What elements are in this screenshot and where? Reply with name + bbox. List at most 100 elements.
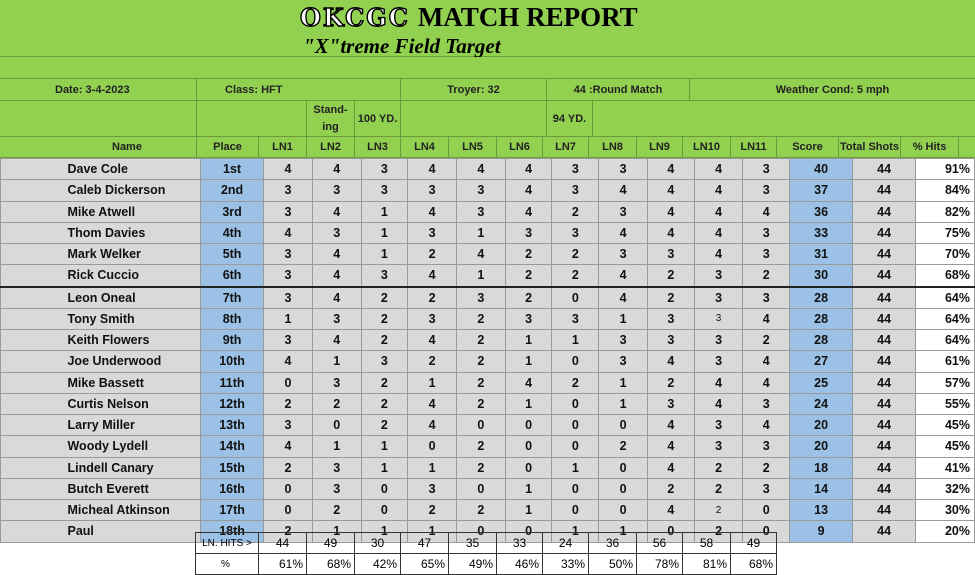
ln5-cell: 2 bbox=[456, 498, 506, 522]
row-gutter bbox=[0, 328, 65, 352]
ln6-cell: 4 bbox=[504, 179, 553, 202]
ln5-cell: 1 bbox=[456, 221, 506, 245]
ln4-cell: 4 bbox=[407, 328, 458, 352]
title-banner: OKCGC MATCH REPORT "X"treme Field Target bbox=[0, 0, 975, 58]
ln2-cell: 4 bbox=[311, 328, 362, 352]
total-shots-cell: 44 bbox=[852, 221, 917, 245]
total-shots-cell: 44 bbox=[852, 328, 917, 352]
ln9-pct: 78% bbox=[636, 553, 683, 575]
ln8-cell: 4 bbox=[598, 285, 648, 309]
place-cell: 3rd bbox=[200, 200, 265, 223]
ln3-pct: 42% bbox=[354, 553, 401, 575]
ln9-cell: 3 bbox=[646, 392, 695, 416]
ln11-cell: 2 bbox=[742, 328, 791, 352]
table-row: Thom Davies 4th 4 3 1 3 1 3 3 4 4 4 3 33 44 75% bbox=[0, 221, 975, 245]
ln10-cell: 3 bbox=[693, 285, 744, 309]
ln1-cell: 3 bbox=[263, 413, 313, 437]
ln2-cell: 0 bbox=[311, 413, 362, 437]
ln8-cell: 3 bbox=[598, 157, 648, 181]
ln2-cell: 4 bbox=[311, 264, 362, 287]
ln6-cell: 3 bbox=[504, 307, 553, 331]
ln8-cell: 2 bbox=[598, 435, 648, 458]
ln5-cell: 2 bbox=[456, 328, 506, 352]
ln10-cell: 4 bbox=[693, 200, 744, 223]
ln11-pct: 68% bbox=[730, 553, 777, 575]
ln6-pct: 46% bbox=[496, 553, 543, 575]
ln4-cell: 3 bbox=[407, 477, 458, 501]
ln2-cell: 4 bbox=[311, 242, 362, 266]
ln9-cell: 2 bbox=[646, 264, 695, 287]
ln9-cell: 3 bbox=[646, 328, 695, 352]
col-header-ln8: LN8 bbox=[589, 137, 637, 157]
hit-pct-cell: 64% bbox=[915, 285, 975, 309]
ln1-cell: 3 bbox=[263, 264, 313, 287]
total-shots-cell: 44 bbox=[852, 285, 917, 309]
ln5-cell: 3 bbox=[456, 179, 506, 202]
ln3-cell: 1 bbox=[360, 456, 409, 479]
ln3-cell: 3 bbox=[360, 264, 409, 287]
hit-pct-cell: 45% bbox=[915, 435, 975, 458]
row-gutter bbox=[0, 435, 65, 458]
ln10-cell: 2 bbox=[693, 498, 744, 522]
row-gutter bbox=[0, 285, 65, 309]
sub-blank-name bbox=[0, 101, 197, 136]
ln2-cell: 2 bbox=[311, 392, 362, 416]
ln9-cell: 2 bbox=[646, 285, 695, 309]
ln2-cell: 1 bbox=[311, 435, 362, 458]
row-gutter bbox=[0, 350, 65, 373]
ln6-cell: 4 bbox=[504, 200, 553, 223]
ln3-cell: 2 bbox=[360, 285, 409, 309]
score-cell: 40 bbox=[789, 157, 854, 181]
column-header-row: Name Place LN1 LN2 LN3 LN4 LN5 LN6 LN7 LN8 LN9 LN10… bbox=[0, 137, 975, 158]
ln2-cell: 4 bbox=[311, 285, 362, 309]
ln5-pct: 49% bbox=[448, 553, 497, 575]
ln9-cell: 3 bbox=[646, 242, 695, 266]
ln8-pct: 50% bbox=[588, 553, 637, 575]
ln3-cell: 2 bbox=[360, 413, 409, 437]
ln5-cell: 4 bbox=[456, 157, 506, 181]
score-cell: 33 bbox=[789, 221, 854, 245]
ln7-cell: 3 bbox=[551, 179, 600, 202]
ln8-cell: 4 bbox=[598, 179, 648, 202]
ln2-cell: 3 bbox=[311, 179, 362, 202]
ln1-cell: 2 bbox=[263, 392, 313, 416]
ln3-cell: 1 bbox=[360, 242, 409, 266]
ln9-cell: 4 bbox=[646, 435, 695, 458]
line-hits-row: LN. HITS > 44 49 30 47 35 33 24 36 56 58 49 bbox=[195, 532, 777, 554]
ln8-hits: 36 bbox=[588, 532, 637, 554]
row-gutter bbox=[0, 200, 65, 223]
ln9-cell: 4 bbox=[646, 200, 695, 223]
ln6-cell: 3 bbox=[504, 221, 553, 245]
ln10-cell: 4 bbox=[693, 371, 744, 394]
ln4-cell: 1 bbox=[407, 456, 458, 479]
row-gutter bbox=[0, 498, 65, 522]
class-cell: Class: HFT bbox=[197, 79, 401, 100]
ln7-pct: 33% bbox=[542, 553, 589, 575]
ln11-cell: 3 bbox=[742, 179, 791, 202]
total-shots-cell: 44 bbox=[852, 200, 917, 223]
col-header-name: Name bbox=[0, 137, 197, 157]
ln11-cell: 3 bbox=[742, 157, 791, 181]
ln10-cell: 4 bbox=[693, 242, 744, 266]
sub-blank-right bbox=[593, 101, 975, 136]
round-cell: 44 :Round Match bbox=[547, 79, 690, 100]
place-cell: 12th bbox=[200, 392, 265, 416]
ln9-cell: 4 bbox=[646, 221, 695, 245]
ln3-distance: 100 YD. bbox=[355, 101, 401, 136]
ln7-cell: 0 bbox=[551, 435, 600, 458]
row-gutter bbox=[0, 477, 65, 501]
place-cell: 9th bbox=[200, 328, 265, 352]
ln7-cell: 3 bbox=[551, 307, 600, 331]
total-shots-cell: 44 bbox=[852, 413, 917, 437]
ln5-hits: 35 bbox=[448, 532, 497, 554]
ln11-cell: 4 bbox=[742, 413, 791, 437]
hit-pct-cell: 70% bbox=[915, 242, 975, 266]
ln10-cell: 3 bbox=[693, 307, 744, 331]
ln6-cell: 2 bbox=[504, 285, 553, 309]
ln1-cell: 3 bbox=[263, 179, 313, 202]
place-cell: 1st bbox=[200, 157, 265, 181]
ln1-cell: 3 bbox=[263, 328, 313, 352]
ln10-cell: 4 bbox=[693, 179, 744, 202]
hit-pct-cell: 61% bbox=[915, 350, 975, 373]
hit-pct-cell: 32% bbox=[915, 477, 975, 501]
